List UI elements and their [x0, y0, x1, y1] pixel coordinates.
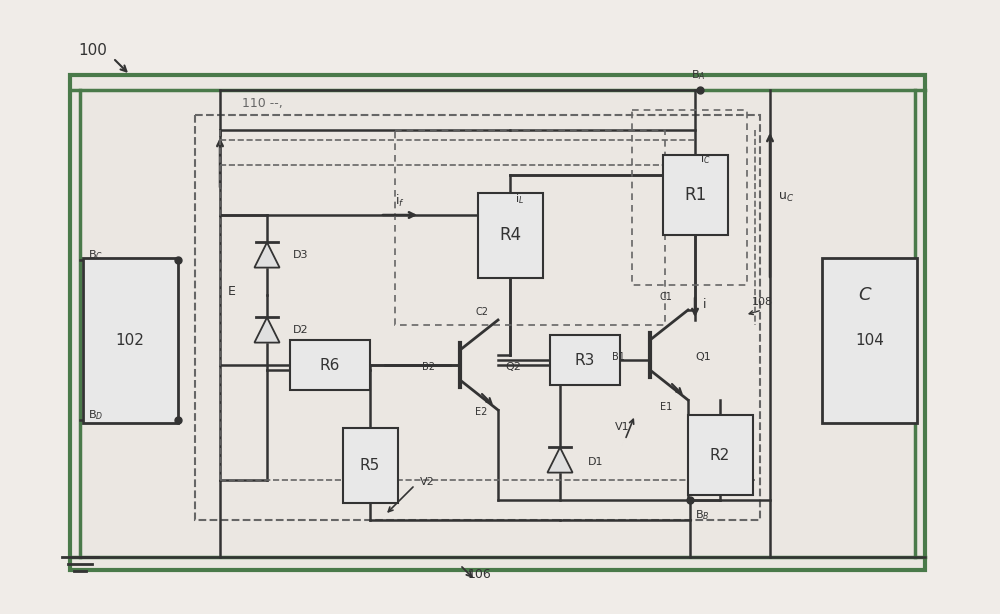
Text: R3: R3	[575, 352, 595, 368]
Text: V1: V1	[615, 422, 630, 432]
Bar	[83, 257, 178, 422]
Bar	[195, 115, 760, 520]
Text: Q1: Q1	[695, 352, 711, 362]
Text: B$_B$: B$_B$	[695, 508, 710, 522]
Bar	[70, 75, 925, 570]
Text: B$_C$: B$_C$	[88, 248, 103, 262]
Text: 108: 108	[752, 297, 773, 307]
Text: R2: R2	[710, 448, 730, 462]
Text: u$_C$: u$_C$	[778, 191, 794, 204]
Text: R5: R5	[360, 457, 380, 473]
Text: B2: B2	[422, 362, 435, 372]
Text: C: C	[858, 286, 871, 304]
Text: 100: 100	[78, 43, 107, 58]
Text: D1: D1	[588, 457, 604, 467]
Text: D3: D3	[293, 250, 309, 260]
Text: B$_D$: B$_D$	[88, 408, 103, 422]
Text: R1: R1	[684, 186, 706, 204]
Text: E1: E1	[660, 402, 672, 412]
Text: 102: 102	[116, 333, 144, 348]
Text: B1: B1	[612, 352, 625, 362]
Text: i$_C$: i$_C$	[700, 152, 711, 166]
Text: B$_A$: B$_A$	[691, 68, 705, 82]
Text: R6: R6	[320, 357, 340, 373]
Text: D2: D2	[293, 325, 309, 335]
Text: i$_L$: i$_L$	[515, 192, 524, 206]
Text: Q2: Q2	[505, 362, 521, 372]
Text: C1: C1	[660, 292, 673, 302]
Bar	[632, 110, 747, 285]
Bar	[662, 155, 728, 235]
Text: V2: V2	[420, 477, 435, 487]
Text: 110 --,: 110 --,	[242, 97, 283, 110]
Bar	[550, 335, 620, 385]
Text: 104: 104	[856, 333, 884, 348]
Text: E: E	[228, 285, 236, 298]
Polygon shape	[254, 243, 280, 268]
Bar	[478, 193, 542, 278]
Bar	[688, 415, 753, 495]
Text: R4: R4	[499, 226, 521, 244]
Bar	[290, 340, 370, 390]
Polygon shape	[254, 317, 280, 343]
Bar	[343, 427, 398, 502]
Bar	[395, 130, 665, 325]
Text: E2: E2	[475, 407, 487, 417]
Text: C2: C2	[475, 307, 488, 317]
Text: i: i	[703, 298, 706, 311]
Bar	[822, 257, 917, 422]
Text: 106: 106	[468, 568, 492, 581]
Polygon shape	[547, 448, 573, 473]
Text: i$_f$: i$_f$	[395, 193, 405, 209]
